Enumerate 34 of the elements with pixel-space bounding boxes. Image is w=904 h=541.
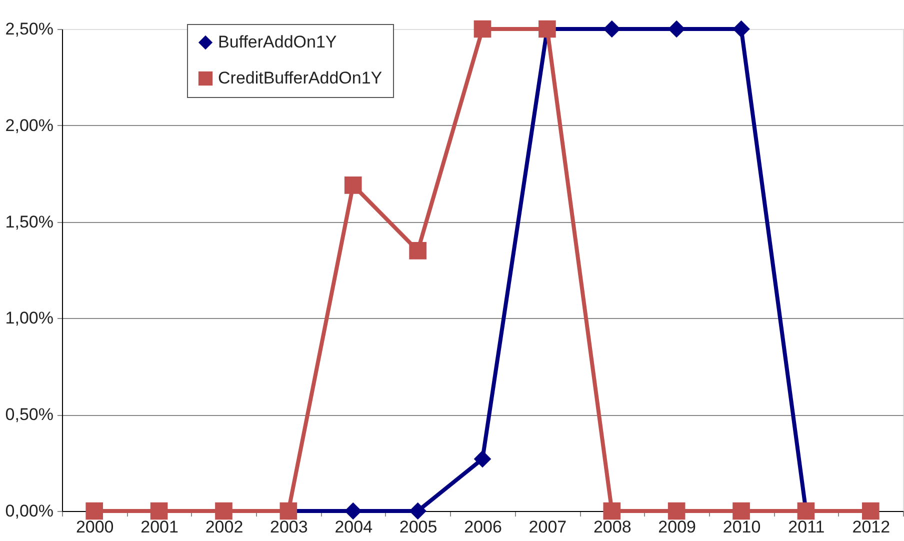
y-tick-label: 2,50%: [5, 20, 54, 38]
point: [86, 502, 104, 520]
y-tick-label: 0,00%: [5, 502, 54, 520]
legend-label: CreditBufferAddOn1Y: [218, 68, 382, 88]
point: [732, 502, 750, 520]
x-tick-label: 2005: [399, 518, 438, 536]
x-tick-label: 2011: [788, 518, 825, 536]
x-tick-label: 2006: [464, 518, 502, 536]
y-tick-label: 0,50%: [5, 405, 54, 424]
x-tick-label: 2010: [722, 518, 761, 536]
y-tick-label: 2,00%: [5, 116, 54, 135]
point: [150, 502, 168, 520]
point: [409, 242, 426, 260]
point: [474, 20, 492, 38]
x-tick-label: 2002: [205, 518, 244, 536]
point: [409, 502, 426, 520]
legend-label: BufferAddOn1Y: [218, 32, 337, 52]
x-tick-label: 2007: [528, 518, 567, 536]
x-tick-label: 2000: [76, 518, 114, 536]
point: [668, 502, 686, 520]
x-tick-label: 2003: [270, 518, 308, 536]
x-tick-label: 2012: [852, 518, 890, 536]
y-tick-label: 1,50%: [5, 212, 54, 232]
x-tick-label: 2004: [334, 518, 373, 536]
point: [474, 450, 492, 468]
point: [603, 502, 621, 520]
x-tick-label: 2009: [658, 518, 696, 536]
x-tick-label: 2001: [140, 518, 178, 536]
point: [862, 502, 880, 520]
point: [344, 176, 362, 194]
point: [215, 502, 232, 520]
y-tick-label: 1,00%: [5, 308, 54, 328]
point: [732, 20, 750, 38]
x-tick-label: 2008: [593, 518, 632, 536]
